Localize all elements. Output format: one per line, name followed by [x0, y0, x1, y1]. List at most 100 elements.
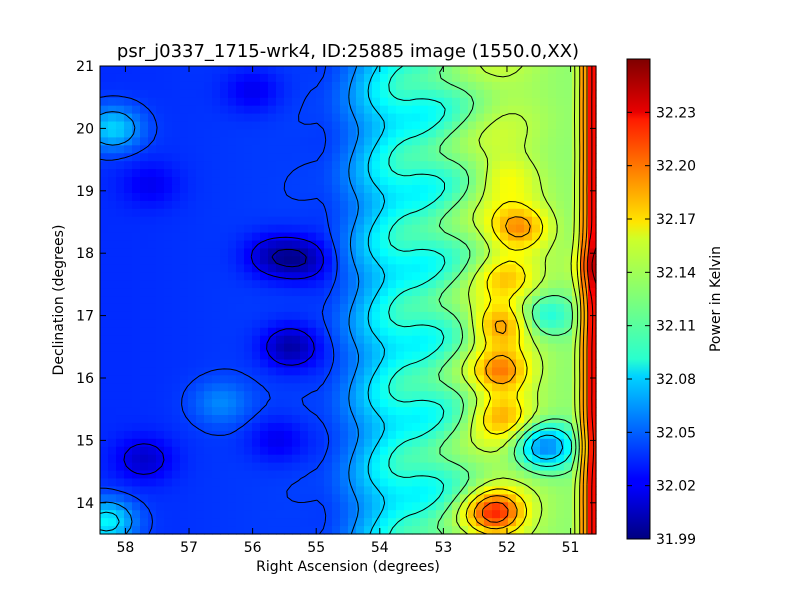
heatmap-cell	[372, 73, 381, 83]
heatmap-cell	[412, 351, 421, 361]
heatmap-cell	[460, 407, 469, 416]
heatmap-cell	[508, 153, 517, 162]
heatmap-cell	[564, 407, 573, 416]
heatmap-cell	[252, 97, 261, 107]
heatmap-cell	[580, 288, 589, 297]
heatmap-cell	[340, 422, 349, 432]
heatmap-cell	[508, 319, 517, 329]
heatmap-cell	[564, 438, 573, 448]
heatmap-cell	[300, 311, 309, 321]
heatmap-cell	[572, 510, 581, 519]
heatmap-cell	[340, 510, 349, 519]
heatmap-cell	[548, 351, 557, 361]
heatmap-cell	[244, 121, 253, 131]
heatmap-cell	[556, 224, 565, 234]
heatmap-cell	[540, 161, 549, 170]
heatmap-cell	[188, 137, 197, 146]
heatmap-cell	[140, 272, 149, 281]
heatmap-cell	[252, 129, 261, 138]
heatmap-cell	[556, 454, 565, 464]
heatmap-cell	[276, 192, 285, 202]
heatmap-cell	[372, 208, 381, 218]
heatmap-cell	[100, 113, 109, 123]
heatmap-cell	[468, 137, 477, 146]
heatmap-cell	[420, 375, 429, 384]
heatmap-cell	[244, 288, 253, 297]
heatmap-cell	[492, 383, 501, 392]
heatmap-cell	[468, 89, 477, 99]
heatmap-cell	[556, 208, 565, 218]
heatmap-cell	[236, 351, 245, 361]
heatmap-cell	[108, 486, 117, 495]
heatmap-cell	[116, 351, 125, 361]
heatmap-cell	[260, 327, 269, 337]
heatmap-cell	[404, 208, 413, 218]
heatmap-cell	[516, 145, 525, 154]
heatmap-cell	[460, 462, 469, 472]
heatmap-cell	[204, 264, 213, 273]
heatmap-cell	[356, 446, 365, 456]
heatmap-cell	[292, 161, 301, 170]
heatmap-cell	[540, 518, 549, 527]
heatmap-cell	[564, 518, 573, 527]
heatmap-cell	[436, 422, 445, 432]
heatmap-cell	[172, 454, 181, 464]
heatmap-cell	[132, 438, 141, 448]
heatmap-cell	[500, 399, 509, 408]
heatmap-cell	[244, 518, 253, 527]
heatmap-cell	[268, 89, 277, 99]
heatmap-cell	[364, 73, 373, 83]
heatmap-cell	[156, 256, 165, 265]
heatmap-cell	[564, 486, 573, 495]
heatmap-cell	[388, 256, 397, 265]
heatmap-cell	[452, 438, 461, 448]
heatmap-cell	[524, 81, 533, 91]
heatmap-cell	[580, 232, 589, 242]
heatmap-cell	[572, 486, 581, 495]
heatmap-cell	[588, 216, 597, 226]
heatmap-cell	[516, 113, 525, 123]
heatmap-cell	[188, 208, 197, 218]
heatmap-cell	[548, 169, 557, 178]
heatmap-cell	[108, 375, 117, 384]
heatmap-cell	[556, 280, 565, 289]
contour-line	[465, 65, 583, 535]
heatmap-cell	[164, 399, 173, 408]
heatmap-cell	[332, 391, 341, 400]
heatmap-cell	[180, 454, 189, 464]
heatmap-cell	[180, 240, 189, 250]
heatmap-cell	[348, 510, 357, 519]
heatmap-cell	[244, 66, 253, 75]
heatmap-cell	[100, 153, 109, 162]
heatmap-cell	[332, 454, 341, 464]
heatmap-cell	[540, 81, 549, 91]
heatmap-cell	[148, 272, 157, 281]
heatmap-cell	[356, 169, 365, 178]
heatmap-cell	[388, 169, 397, 178]
heatmap-cell	[124, 494, 133, 503]
heatmap-cell	[308, 422, 317, 432]
heatmap-cell	[404, 494, 413, 503]
heatmap-cell	[412, 478, 421, 487]
heatmap-cell	[540, 303, 549, 313]
heatmap-cell	[476, 367, 485, 376]
heatmap-cell	[484, 89, 493, 99]
heatmap-cell	[252, 438, 261, 448]
heatmap-cell	[212, 240, 221, 250]
heatmap-cell	[300, 335, 309, 345]
x-tick-label: 55	[307, 540, 325, 556]
heatmap-cell	[556, 240, 565, 250]
heatmap-cell	[164, 256, 173, 265]
heatmap-cell	[100, 89, 109, 99]
heatmap-cell	[308, 518, 317, 527]
heatmap-cell	[356, 192, 365, 202]
heatmap-cell	[196, 303, 205, 313]
heatmap-cell	[116, 137, 125, 146]
heatmap-cell	[572, 494, 581, 503]
heatmap-cell	[180, 121, 189, 131]
plot-frame	[99, 65, 597, 535]
heatmap-cell	[140, 478, 149, 487]
heatmap-cell	[452, 137, 461, 146]
heatmap-cell	[316, 208, 325, 218]
